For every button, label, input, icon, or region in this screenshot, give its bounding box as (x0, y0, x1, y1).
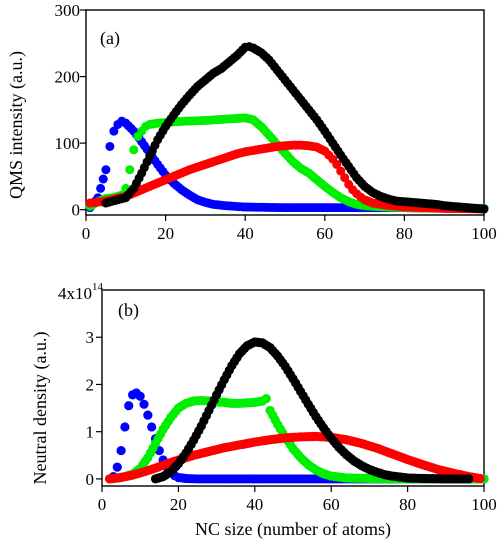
panel-b-x-tick-label: 20 (170, 495, 187, 514)
panel-a-y-tick-label: 0 (72, 201, 81, 220)
panel-a-x-tick-label: 0 (82, 224, 91, 243)
panel-a-series-1-point (125, 165, 135, 175)
panel-b-series-0-point (120, 422, 130, 432)
panel-a-y-tick-label: 300 (55, 1, 81, 20)
panel-b-series-3-point (464, 474, 474, 484)
panel-b-y-tick-label: 0 (86, 470, 95, 489)
panel-a-series-2-point (340, 173, 350, 183)
panel-a: 0 20 40 60 80 100 0 100 200 300 (a) QMS intensit… (6, 1, 497, 243)
panel-b-y-tick-label: 2 (86, 375, 95, 394)
panel-b-series-0-point (143, 410, 153, 420)
panel-b-x-axis-label: NC size (number of atoms) (195, 519, 391, 540)
panel-b-points (105, 337, 489, 484)
panel-b-series-0-point (139, 399, 149, 409)
panel-a-y-tick-label: 100 (55, 134, 81, 153)
panel-a-y-axis-label: QMS intensity (a.u.) (6, 51, 27, 199)
panel-b-plot-frame (101, 289, 485, 487)
panel-b-x-ticks: 0 20 40 60 80 100 (98, 486, 497, 514)
panel-a-series-0-point (109, 126, 119, 136)
panel-b-label: (b) (118, 300, 139, 321)
panel-b-x-tick-label: 40 (246, 495, 263, 514)
panel-a-y-tick-label: 200 (55, 68, 81, 87)
panel-b-x-tick-label: 100 (471, 495, 497, 514)
panel-a-series-2-point (332, 159, 342, 169)
panel-b-y-axis-label: Neutral density (a.u.) (30, 332, 51, 485)
panel-a-y-ticks: 0 100 200 300 (55, 1, 86, 220)
panel-a-x-ticks: 0 20 40 60 80 100 (82, 215, 497, 243)
panel-b-y-tick-label: 1 (86, 423, 95, 442)
panel-b-series-0-point (112, 462, 122, 472)
panel-b-series-0-point (116, 445, 126, 456)
panel-a-x-tick-label: 60 (316, 224, 333, 243)
panel-a-x-tick-label: 80 (396, 224, 413, 243)
panel-a-series-0-point (98, 174, 108, 184)
panel-b-series-0-point (124, 401, 134, 411)
panel-a-series-0-point (105, 141, 115, 151)
panel-b-x-tick-label: 0 (98, 495, 107, 514)
panel-a-series-0-point (96, 183, 106, 193)
panel-b-series-0-point (135, 391, 145, 401)
panel-b-x-tick-label: 60 (323, 495, 340, 514)
panel-a-series-3-point (479, 204, 489, 214)
panel-b: 0 20 40 60 80 100 0 1 2 3 (b) 4x1014 Neutral den… (30, 281, 497, 540)
panel-a-label: (a) (100, 28, 120, 49)
panel-a-x-tick-label: 20 (157, 224, 174, 243)
panel-a-plot-frame (85, 9, 485, 216)
panel-b-series-1-point (261, 394, 271, 404)
panel-b-series-0-point (147, 422, 157, 432)
panel-b-scale-mantissa: 4x10 (58, 284, 92, 303)
panel-b-scale-label: 4x1014 (58, 281, 104, 303)
panel-b-y-ticks: 0 1 2 3 (86, 328, 102, 489)
panel-a-points (85, 42, 489, 214)
panel-a-x-tick-label: 100 (471, 224, 497, 243)
panel-a-series-1-point (129, 145, 139, 155)
panel-a-series-0-point (101, 165, 111, 175)
panel-b-y-tick-label: 3 (86, 328, 95, 347)
panel-a-x-tick-label: 40 (237, 224, 254, 243)
panel-a-series-2-point (336, 166, 346, 176)
panel-b-series-2-point (475, 473, 485, 484)
panel-b-scale-exponent: 14 (92, 281, 104, 293)
panel-b-x-tick-label: 80 (399, 495, 416, 514)
